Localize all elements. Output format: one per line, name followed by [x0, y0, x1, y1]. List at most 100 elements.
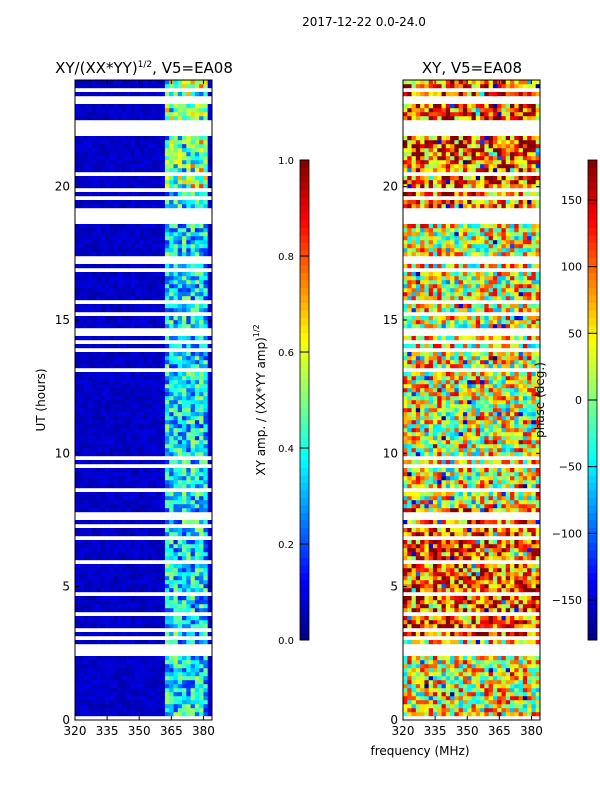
heatmap-cell [177, 528, 183, 533]
heatmap-cell [169, 640, 174, 645]
heatmap-cell [96, 556, 102, 561]
heatmap-cell [505, 616, 511, 621]
heatmap-cell [139, 376, 144, 381]
heatmap-cell [424, 704, 430, 709]
heatmap-cell [462, 584, 468, 589]
heatmap-cell [458, 692, 464, 697]
heatmap-cell [190, 696, 196, 701]
heatmap-cell [428, 688, 434, 693]
heatmap-cell [169, 376, 174, 381]
heatmap-cell [207, 200, 213, 205]
heatmap-cell [109, 388, 114, 393]
heatmap-cell [122, 144, 127, 149]
heatmap-cell [152, 620, 157, 625]
heatmap-cell [194, 296, 200, 301]
heatmap-cell [484, 568, 490, 573]
heatmap-cell [109, 528, 114, 533]
heatmap-cell [488, 616, 494, 621]
heatmap-cell [92, 84, 97, 89]
heatmap-cell [454, 552, 460, 557]
heatmap-cell [139, 692, 144, 697]
heatmap-cell [83, 664, 89, 669]
heatmap-cell [514, 688, 519, 693]
heatmap-cell [96, 104, 102, 109]
heatmap-cell [104, 280, 110, 285]
heatmap-cell [75, 336, 80, 341]
heatmap-cell [139, 572, 144, 577]
heatmap-cell [156, 336, 162, 341]
heatmap-cell [109, 576, 114, 581]
heatmap-cell [92, 480, 97, 485]
heatmap-cell [169, 500, 174, 505]
heatmap-cell [156, 324, 162, 329]
heatmap-cell [190, 680, 196, 685]
heatmap-cell [207, 344, 213, 349]
heatmap-cell [122, 204, 127, 209]
heatmap-cell [207, 384, 213, 389]
heatmap-cell [462, 672, 468, 677]
heatmap-cell [190, 308, 196, 313]
heatmap-cell [126, 448, 132, 453]
heatmap-cell [445, 568, 451, 573]
heatmap-cell [207, 548, 213, 553]
heatmap-cell [177, 540, 183, 545]
heatmap-cell [75, 444, 80, 449]
heatmap-cell [156, 440, 162, 445]
heatmap-cell [514, 708, 519, 713]
heatmap-cell [497, 708, 502, 713]
heatmap-cell [207, 112, 213, 117]
heatmap-cell [100, 92, 106, 97]
heatmap-cell [207, 236, 213, 241]
heatmap-cell [190, 556, 196, 561]
heatmap-cell [437, 684, 442, 689]
heatmap-cell [75, 164, 80, 169]
heatmap-cell [177, 672, 183, 677]
heatmap-cell [134, 80, 140, 85]
heatmap-cell [169, 272, 174, 277]
heatmap-cell [113, 580, 119, 585]
heatmap-cell [441, 660, 447, 665]
heatmap-cell [182, 684, 187, 689]
heatmap-cell [130, 416, 136, 421]
heatmap-cell [100, 420, 106, 425]
heatmap-cell [143, 504, 149, 509]
heatmap-cell [207, 372, 213, 377]
heatmap-cell [92, 316, 97, 321]
heatmap-cell [484, 676, 490, 681]
heatmap-cell [130, 576, 136, 581]
heatmap-cell [160, 704, 166, 709]
heatmap-cell [152, 396, 157, 401]
heatmap-cell [535, 660, 541, 665]
heatmap-cell [177, 544, 183, 549]
heatmap-cell [467, 676, 472, 681]
heatmap-cell [169, 452, 174, 457]
heatmap-cell [113, 504, 119, 509]
heatmap-cell [164, 360, 170, 365]
heatmap-cell [87, 276, 93, 281]
heatmap-cell [100, 656, 106, 661]
heatmap-cell [207, 352, 213, 357]
heatmap-cell [182, 476, 187, 481]
heatmap-cell [87, 608, 93, 613]
heatmap-cell [139, 620, 144, 625]
heatmap-cell [186, 564, 191, 569]
heatmap-cell [104, 392, 110, 397]
heatmap-cell [113, 84, 119, 89]
heatmap-cell [164, 272, 170, 277]
heatmap-cell [164, 708, 170, 713]
heatmap-cell [83, 344, 89, 349]
heatmap-cell [190, 672, 196, 677]
heatmap-cell [134, 576, 140, 581]
heatmap-cell [122, 664, 127, 669]
heatmap-cell [147, 204, 153, 209]
heatmap-cell [164, 656, 170, 661]
heatmap-cell [199, 504, 204, 509]
heatmap-cell [147, 232, 153, 237]
heatmap-cell [109, 620, 114, 625]
heatmap-cell [403, 608, 408, 613]
heatmap-cell [194, 404, 200, 409]
heatmap-cell [113, 136, 119, 141]
heatmap-cell [139, 664, 144, 669]
heatmap-cell [203, 444, 209, 449]
heatmap-cell [83, 572, 89, 577]
